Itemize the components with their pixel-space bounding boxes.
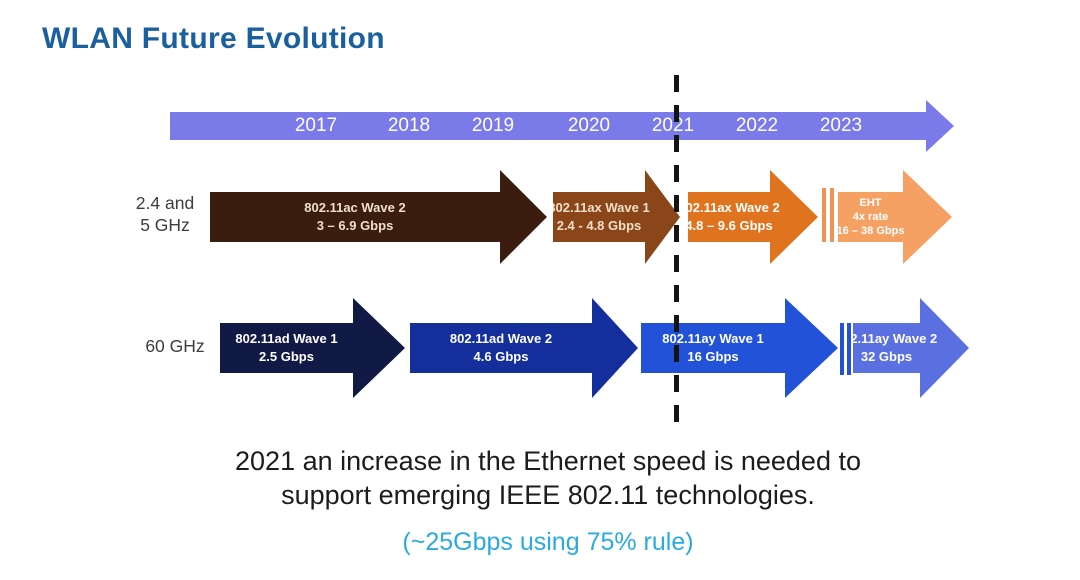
footer-text: 2021 an increase in the Ethernet speed i… (40, 444, 1056, 559)
timeline-year-2023: 2023 (819, 115, 863, 136)
arrow-label: 802.11ad Wave 1 2.5 Gbps (235, 331, 338, 364)
arrow-802-11ac-wave-2: 802.11ac Wave 2 3 – 6.9 Gbps (210, 170, 547, 264)
arrow-802-11ad-wave-1: 802.11ad Wave 1 2.5 Gbps (220, 298, 405, 398)
row-label-60-ghz: 60 GHz (120, 336, 230, 358)
arrow-802-11ax-wave-2: 802.11ax Wave 2 4.8 – 9.6 Gbps (688, 170, 818, 264)
arrow-label: 802.11ac Wave 2 3 – 6.9 Gbps (304, 200, 406, 233)
row-label-line: 2.4 and (135, 193, 195, 213)
timeline-marker-2021-line (674, 75, 679, 432)
timeline-year-2018: 2018 (387, 115, 431, 136)
axis-break-mark (822, 188, 826, 242)
timeline-year-2017: 2017 (294, 115, 338, 136)
arrow-label: 802.11ax Wave 1 2.4 - 4.8 Gbps (548, 200, 650, 233)
footer-note: (~25Gbps using 75% rule) (402, 528, 694, 556)
row-label-line: 5 GHz (140, 214, 190, 235)
arrow-label: 802.11ax Wave 2 4.8 – 9.6 Gbps (678, 200, 780, 233)
timeline-arrow: 2017 2018 2019 2020 2021 2022 2023 (170, 100, 954, 152)
timeline-year-2020: 2020 (567, 115, 611, 136)
timeline-year-2022: 2022 (735, 115, 779, 136)
row-label-2-4-and-5-ghz: 2.4 and 5 GHz (110, 193, 220, 237)
footer-line-2: support emerging IEEE 802.11 technologie… (281, 480, 815, 510)
arrow-802-11ax-wave-1: 802.11ax Wave 1 2.4 - 4.8 Gbps (553, 170, 680, 264)
arrow-label: 802.11ad Wave 2 4.6 Gbps (449, 331, 553, 364)
arrow-label: 802.11ay Wave 2 32 Gbps (835, 331, 938, 364)
axis-break-mark (840, 323, 844, 375)
timeline-year-2019: 2019 (471, 115, 515, 136)
row-label-line: 60 GHz (145, 336, 205, 356)
arrow-802-11ay-wave-1: 802.11ay Wave 1 16 Gbps (641, 298, 838, 398)
axis-break-mark (830, 188, 834, 242)
page-title: WLAN Future Evolution (42, 22, 385, 55)
arrow-802-11ad-wave-2: 802.11ad Wave 2 4.6 Gbps (410, 298, 638, 398)
timeline-year-2021: 2021 (651, 115, 695, 136)
arrow-label: 802.11ay Wave 1 16 Gbps (662, 331, 764, 364)
footer-line-1: 2021 an increase in the Ethernet speed i… (235, 446, 861, 476)
arrow-eht: EHT 4x rate 16 – 38 Gbps (838, 170, 952, 264)
axis-break-mark (847, 323, 851, 375)
arrow-label: EHT 4x rate 16 – 38 Gbps (836, 196, 905, 238)
arrow-802-11ay-wave-2: 802.11ay Wave 2 32 Gbps (853, 298, 969, 398)
